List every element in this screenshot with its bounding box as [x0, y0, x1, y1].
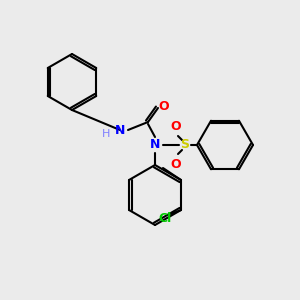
Text: O: O	[171, 158, 181, 170]
Text: N: N	[115, 124, 125, 136]
Text: S: S	[181, 139, 190, 152]
Text: N: N	[150, 139, 160, 152]
Text: O: O	[159, 100, 169, 112]
Text: H: H	[102, 129, 110, 139]
Text: O: O	[171, 119, 181, 133]
Text: Cl: Cl	[158, 212, 172, 224]
